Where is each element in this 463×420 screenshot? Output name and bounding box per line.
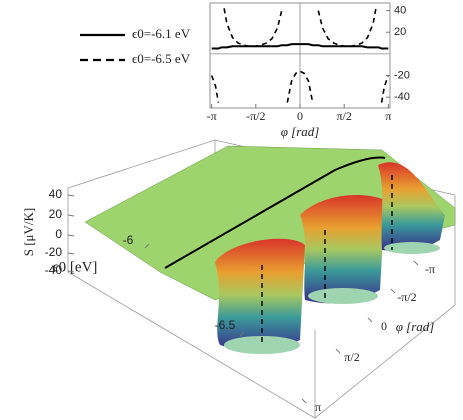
z-tick-label: -20 [45, 245, 63, 259]
z-tick [67, 270, 75, 273]
x-tick [144, 243, 150, 249]
surface-well [378, 162, 445, 252]
surface-line-solid [164, 156, 386, 269]
z-tick-label: 20 [49, 207, 63, 221]
y-tick-label: 40 [394, 4, 406, 16]
y-tick-label: -40 [394, 91, 410, 103]
z-tick [67, 214, 75, 217]
surface-well [215, 238, 305, 352]
y-tick [301, 398, 307, 404]
legend-label: ϵ0=-6.1 eV [132, 26, 191, 41]
well-bottom [308, 288, 378, 304]
line-series [211, 43, 389, 50]
x-tick-label: -6 [123, 233, 134, 247]
y-axis-label: φ [rad] [396, 319, 435, 334]
well-bottom [384, 242, 440, 254]
z-axis-label: S [μV/K] [21, 208, 36, 257]
surface-well [300, 195, 385, 304]
y-tick-label: -π [425, 262, 435, 276]
y-tick-label: -20 [394, 69, 410, 81]
y-tick-label: -π/2 [397, 290, 416, 304]
inset-plot [210, 3, 390, 108]
y-tick [335, 348, 341, 354]
y-tick-label: 0 [381, 319, 387, 333]
z-tick-label: 0 [55, 227, 62, 241]
x-tick-label: -6.5 [215, 318, 236, 332]
y-tick [413, 260, 419, 266]
legend-label: ϵ0=-6.5 eV [132, 51, 191, 66]
x-tick-label: -π [207, 109, 217, 123]
z-tick-label: -40 [45, 263, 63, 277]
y-tick [390, 288, 396, 294]
y-tick-label: π/2 [344, 350, 359, 364]
z-tick [67, 234, 75, 237]
y-tick-label: π [315, 400, 321, 414]
z-tick [67, 252, 75, 255]
x-tick-label: π/2 [336, 109, 351, 123]
x-tick-label: π [385, 109, 391, 123]
y-tick [367, 317, 373, 323]
well-bottom [224, 336, 300, 354]
surface-line-dashed [261, 175, 393, 345]
y-tick-label: 20 [394, 26, 406, 38]
x-tick-label: 0 [297, 109, 303, 123]
line-series [210, 8, 390, 103]
x-tick-label: -π/2 [246, 109, 265, 123]
inset-x-label: φ [rad] [281, 124, 320, 139]
x-axis-label: ϵ0 [eV] [53, 259, 98, 275]
z-tick-label: 40 [49, 187, 63, 201]
x-tick [239, 331, 245, 337]
z-tick [67, 194, 75, 197]
